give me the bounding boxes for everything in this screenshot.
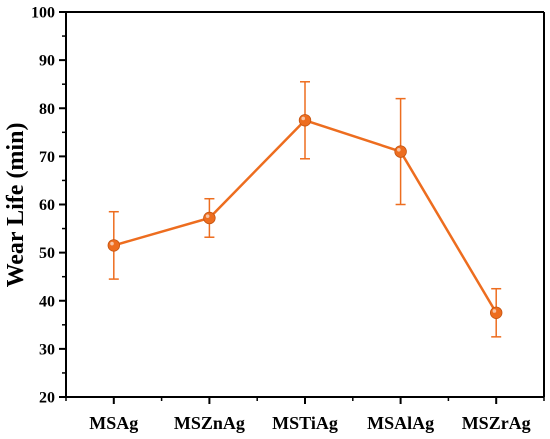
data-point-highlight <box>110 241 114 246</box>
x-tick-label: MSAg <box>89 413 138 433</box>
x-tick-label: MSZnAg <box>174 413 245 433</box>
data-point <box>394 145 407 158</box>
x-tick-label: MSZrAg <box>462 413 531 433</box>
y-axis-title: Wear Life (min) <box>3 123 29 288</box>
axes <box>65 11 545 398</box>
x-tick-label: MSTiAg <box>272 413 338 433</box>
data-point-highlight <box>397 147 401 152</box>
y-tick-label: 40 <box>39 293 55 310</box>
data-point-highlight <box>492 309 497 313</box>
y-tick-label: 70 <box>39 149 55 166</box>
x-tick-label: MSAlAg <box>367 413 434 433</box>
y-tick-label: 50 <box>39 245 55 262</box>
data-point <box>298 114 312 127</box>
y-tick-label: 20 <box>39 390 55 407</box>
data-point <box>203 211 216 225</box>
data-point <box>490 306 503 319</box>
y-tick-label: 80 <box>39 101 55 118</box>
y-tick-label: 30 <box>39 341 55 358</box>
data-point-highlight <box>301 116 306 121</box>
y-tick-label: 60 <box>39 197 55 214</box>
y-tick-label: 90 <box>39 53 55 70</box>
y-tick-label: 100 <box>31 5 55 22</box>
tick-group: 20 30 40 50 60 70 80 90 100 MSAg MSZnAg MSTiAg MSAlA… <box>31 5 545 433</box>
data-point-highlight <box>205 214 210 218</box>
data-point <box>107 239 121 252</box>
series-group <box>107 114 503 319</box>
